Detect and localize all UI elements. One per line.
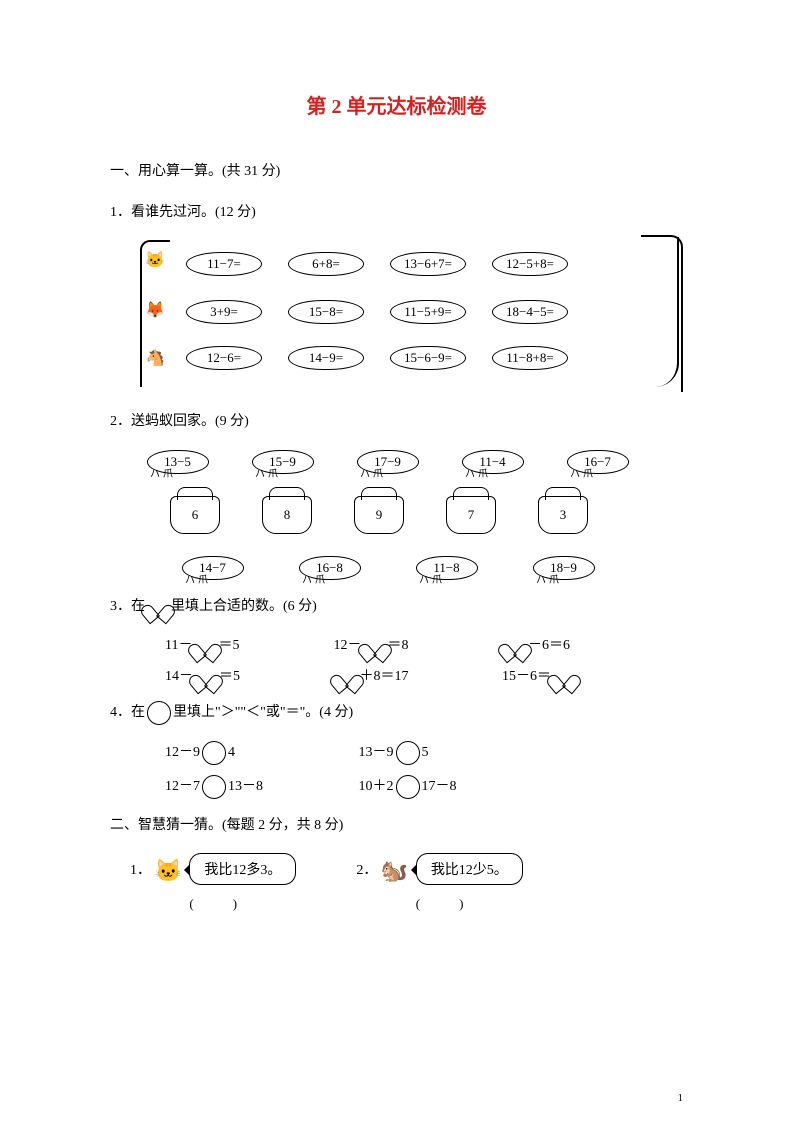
answer-blank: ( )	[130, 893, 296, 912]
ant-item: 11−4ハ爪	[455, 450, 530, 474]
bubble: 14−9=	[288, 346, 364, 370]
heart-blank	[553, 668, 575, 686]
answer-blank: ( )	[356, 893, 522, 912]
eq-text: 13－8	[228, 779, 263, 794]
q1-title: 1．看谁先过河。(12 分)	[110, 200, 683, 227]
eq-text: 13－9	[359, 745, 394, 760]
heart-icon	[147, 598, 169, 616]
ant-item: 15−9ハ爪	[245, 450, 320, 474]
q2-top-ants: 13−5ハ爪 15−9ハ爪 17−9ハ爪 11−4ハ爪 16−7ハ爪	[140, 450, 683, 474]
item-num: 1．	[130, 863, 151, 878]
guess-item: 1． 🐱 我比12多3。 ( )	[130, 853, 296, 912]
heart-blank	[504, 637, 526, 655]
circle-blank	[396, 775, 420, 799]
right-tree	[641, 235, 683, 392]
section-2-heading: 二、智慧猜一猜。(每题 2 分，共 8 分)	[110, 813, 683, 840]
eq-text: 12－9	[165, 745, 200, 760]
ant-item: 17−9ハ爪	[350, 450, 425, 474]
bubble: 6+8=	[288, 252, 364, 276]
bubble: 12−5+8=	[492, 252, 568, 276]
heart-blank	[336, 668, 358, 686]
q4-row1: 12－9 4 13－9 5	[165, 741, 683, 765]
bubble: 15−8=	[288, 300, 364, 324]
circle-blank	[202, 741, 226, 765]
bubble: 18−4−5=	[492, 300, 568, 324]
q4-title: 4．在里填上"＞""＜"或"＝"。(4 分)	[110, 700, 683, 727]
cat-icon: 🐱	[145, 250, 173, 272]
q4-row2: 12－7 13－8 10＋2 17－8	[165, 775, 683, 799]
page-title: 第 2 单元达标检测卷	[110, 90, 683, 119]
house-item: 9	[354, 496, 404, 534]
q3-row2: 14－＝5 ＋8＝17 15－6＝	[165, 665, 683, 686]
bubble: 11−5+9=	[390, 300, 466, 324]
ant-item: 11−8ハ爪	[409, 556, 484, 580]
q2-bottom-ants: 14−7ハ爪 16−8ハ爪 11−8ハ爪 18−9ハ爪	[175, 556, 683, 580]
eq-text: ＋8＝17	[360, 669, 409, 684]
q3-title: 3．在里填上合适的数。(6 分)	[110, 594, 683, 621]
eq-text: 5	[422, 745, 429, 760]
ant-item: 13−5ハ爪	[140, 450, 215, 474]
bubble: 3+9=	[186, 300, 262, 324]
bubble: 11−7=	[186, 252, 262, 276]
heart-blank	[364, 637, 386, 655]
q1-row1: 11−7= 6+8= 13−6+7= 12−5+8=	[178, 248, 633, 280]
speech-bubble: 我比12少5。	[416, 853, 523, 885]
ant-item: 18−9ハ爪	[526, 556, 601, 580]
q1-diagram: 🐱 🦊 🐴 11−7= 6+8= 13−6+7= 12−5+8= 3+9= 15…	[150, 240, 683, 395]
heart-blank	[195, 668, 217, 686]
circle-blank	[396, 741, 420, 765]
guess-item: 2． 🐿️ 我比12少5。 ( )	[356, 853, 522, 912]
bubble: 11−8+8=	[492, 346, 568, 370]
section-2-items: 1． 🐱 我比12多3。 ( ) 2． 🐿️ 我比12少5。 ( )	[130, 853, 683, 912]
q3-row1: 11－＝5 12－＝8 －6＝6	[165, 634, 683, 655]
circle-blank	[202, 775, 226, 799]
horse-icon: 🐴	[145, 348, 173, 370]
page-number: 1	[678, 1092, 684, 1104]
speech-bubble: 我比12多3。	[189, 853, 296, 885]
circle-icon	[147, 701, 171, 725]
q2-houses: 6 8 9 7 3	[170, 496, 683, 534]
q1-row2: 3+9= 15−8= 11−5+9= 18−4−5=	[178, 296, 633, 328]
house-item: 3	[538, 496, 588, 534]
ant-item: 16−7ハ爪	[560, 450, 635, 474]
ant-item: 16−8ハ爪	[292, 556, 367, 580]
house-item: 8	[262, 496, 312, 534]
fox-icon: 🦊	[145, 300, 173, 322]
eq-text: 10＋2	[359, 779, 394, 794]
ant-item: 14−7ハ爪	[175, 556, 250, 580]
eq-text: 12－7	[165, 779, 200, 794]
heart-blank	[194, 637, 216, 655]
house-item: 6	[170, 496, 220, 534]
bubble: 12−6=	[186, 346, 262, 370]
eq-text: 15－6＝	[502, 669, 551, 684]
eq-text: －6＝6	[528, 638, 570, 653]
item-num: 2．	[356, 863, 377, 878]
house-item: 7	[446, 496, 496, 534]
q2-title: 2．送蚂蚁回家。(9 分)	[110, 409, 683, 436]
bubble: 13−6+7=	[390, 252, 466, 276]
eq-text: 17－8	[422, 779, 457, 794]
bubble: 15−6−9=	[390, 346, 466, 370]
eq-text: 4	[228, 745, 235, 760]
section-1-heading: 一、用心算一算。(共 31 分)	[110, 159, 683, 186]
q1-row3: 12−6= 14−9= 15−6−9= 11−8+8=	[178, 342, 633, 374]
